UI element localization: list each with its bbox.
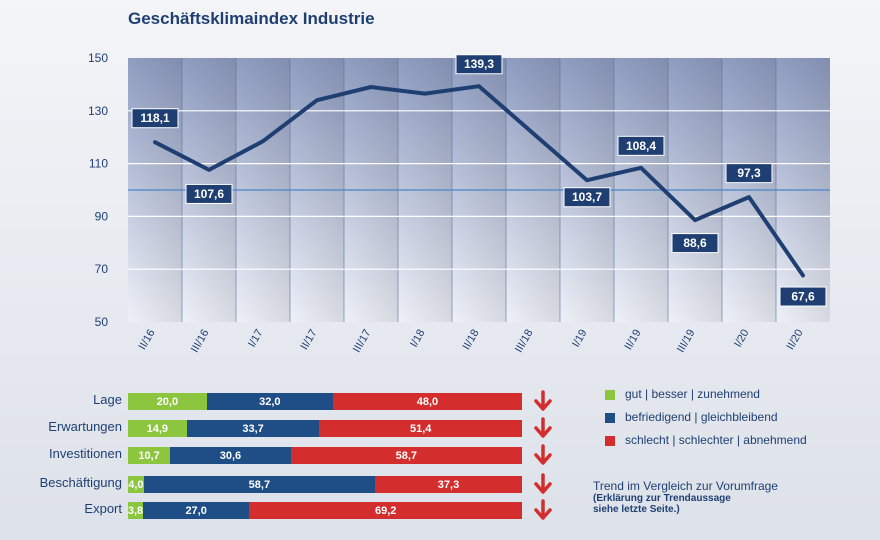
bar-row-label: Erwartungen xyxy=(48,419,122,434)
bar-segment-bad: 37,3 xyxy=(375,476,522,493)
y-tick-label: 50 xyxy=(95,315,109,329)
down-arrow-icon xyxy=(534,499,552,520)
series-line xyxy=(153,84,805,278)
data-label-box xyxy=(563,187,611,208)
data-label: 107,6 xyxy=(185,183,233,204)
bar-segment-mid: 33,7 xyxy=(186,420,320,437)
bar-segment-mid: 58,7 xyxy=(143,476,376,493)
bar-track: 14,9 33,7 51,4 xyxy=(128,420,522,437)
bar-segment-bad: 69,2 xyxy=(249,502,522,519)
trend-note-sub-2: siehe letzte Seite.) xyxy=(593,504,680,515)
bar-row-label: Lage xyxy=(93,392,122,407)
x-tick-label: I/17 xyxy=(246,328,266,350)
bar-segment-good: 14,9 xyxy=(128,420,187,437)
y-tick-label: 70 xyxy=(95,262,109,276)
y-tick-label: 150 xyxy=(88,51,108,65)
bar-segment-good: 3,8 xyxy=(128,502,143,519)
data-label-text: 139,3 xyxy=(464,57,494,71)
bar-segment-mid: 30,6 xyxy=(170,447,291,464)
down-arrow-icon xyxy=(534,473,552,494)
data-label-text: 103,7 xyxy=(572,190,602,204)
legend-swatch-good xyxy=(605,390,615,400)
data-label-box xyxy=(185,183,233,204)
legend-item-mid: befriedigend | gleichbleibend xyxy=(605,409,875,429)
stacked-bar-chart: Lage 20,0 32,0 48,0 Erwartungen 14,9 33,7 51,4 I… xyxy=(0,388,880,538)
chart-title: Geschäftsklimaindex Industrie xyxy=(128,9,375,28)
data-label-box xyxy=(617,135,665,156)
legend: gut | besser | zunehmend befriedigend | … xyxy=(605,386,875,455)
bar-segment-mid: 32,0 xyxy=(206,393,333,410)
legend-item-bad: schlecht | schlechter | abnehmend xyxy=(605,432,875,452)
data-label-text: 97,3 xyxy=(737,166,761,180)
bar-track: 20,0 32,0 48,0 xyxy=(128,393,522,410)
data-label-text: 67,6 xyxy=(791,290,815,304)
data-label-box xyxy=(725,163,773,184)
data-label: 67,6 xyxy=(779,286,827,307)
x-tick-label: II/20 xyxy=(785,328,806,353)
data-label-text: 88,6 xyxy=(683,236,707,250)
x-tick-label: II/17 xyxy=(299,328,320,353)
data-label-box xyxy=(779,286,827,307)
data-label-text: 118,1 xyxy=(140,111,170,125)
x-tick-label: II/16 xyxy=(137,328,158,353)
bar-segment-bad: 58,7 xyxy=(290,447,522,464)
data-label-box xyxy=(671,233,719,254)
data-label: 88,6 xyxy=(671,233,719,254)
bar-segment-good: 10,7 xyxy=(128,447,171,464)
data-label-box xyxy=(131,108,179,129)
legend-label-mid: befriedigend | gleichbleibend xyxy=(625,410,778,424)
legend-swatch-bad xyxy=(605,436,615,446)
x-tick-label: III/19 xyxy=(675,328,698,355)
data-label-box xyxy=(455,54,503,75)
bar-row: Investitionen 10,7 30,6 58,7 xyxy=(0,443,560,467)
x-tick-label: II/18 xyxy=(461,328,482,353)
x-tick-label: I/20 xyxy=(732,328,752,350)
bar-row: Erwartungen 14,9 33,7 51,4 xyxy=(0,416,560,440)
bar-row-label: Export xyxy=(84,501,122,516)
x-tick-label: III/18 xyxy=(513,328,536,355)
legend-swatch-mid xyxy=(605,413,615,423)
bar-row-label: Beschäftigung xyxy=(39,475,122,490)
bar-track: 4,0 58,7 37,3 xyxy=(128,476,522,493)
bar-row: Export 3,8 27,0 69,2 xyxy=(0,498,560,522)
bar-segment-bad: 48,0 xyxy=(332,393,522,410)
data-label: 97,3 xyxy=(725,163,773,184)
data-label: 103,7 xyxy=(563,187,611,208)
data-label-text: 107,6 xyxy=(194,187,224,201)
trend-note-main: Trend im Vergleich zur Vorumfrage xyxy=(593,479,778,493)
data-label: 108,4 xyxy=(617,135,665,156)
down-arrow-icon xyxy=(534,417,552,438)
bar-segment-good: 20,0 xyxy=(128,393,207,410)
legend-item-good: gut | besser | zunehmend xyxy=(605,386,875,406)
data-label: 139,3 xyxy=(455,54,503,75)
legend-label-bad: schlecht | schlechter | abnehmend xyxy=(625,433,807,447)
y-tick-label: 130 xyxy=(88,104,108,118)
bar-row: Beschäftigung 4,0 58,7 37,3 xyxy=(0,472,560,496)
y-tick-label: 90 xyxy=(95,209,109,223)
trend-note: Trend im Vergleich zur Vorumfrage (Erklä… xyxy=(593,479,873,515)
bar-row: Lage 20,0 32,0 48,0 xyxy=(0,389,560,413)
legend-label-good: gut | besser | zunehmend xyxy=(625,387,760,401)
x-tick-label: III/16 xyxy=(189,328,212,355)
x-tick-label: III/17 xyxy=(351,328,374,355)
data-label: 118,1 xyxy=(131,108,179,129)
trend-note-sub-1: (Erklärung zur Trendaussage xyxy=(593,493,731,504)
x-tick-label: I/18 xyxy=(408,328,428,350)
bar-segment-good: 4,0 xyxy=(128,476,144,493)
x-tick-label: I/19 xyxy=(570,328,590,350)
x-tick-label: II/19 xyxy=(623,328,644,353)
line-chart: 50 70 90 110 130 150 II/16 III/16 I/17 II/17 III/… xyxy=(88,51,830,355)
bar-track: 3,8 27,0 69,2 xyxy=(128,502,522,519)
bar-segment-mid: 27,0 xyxy=(142,502,250,519)
y-tick-label: 110 xyxy=(89,157,108,171)
down-arrow-icon xyxy=(534,444,552,465)
down-arrow-icon xyxy=(534,390,552,411)
bar-segment-bad: 51,4 xyxy=(319,420,522,437)
bar-row-label: Investitionen xyxy=(49,446,122,461)
bar-track: 10,7 30,6 58,7 xyxy=(128,447,522,464)
data-label-text: 108,4 xyxy=(626,139,656,153)
